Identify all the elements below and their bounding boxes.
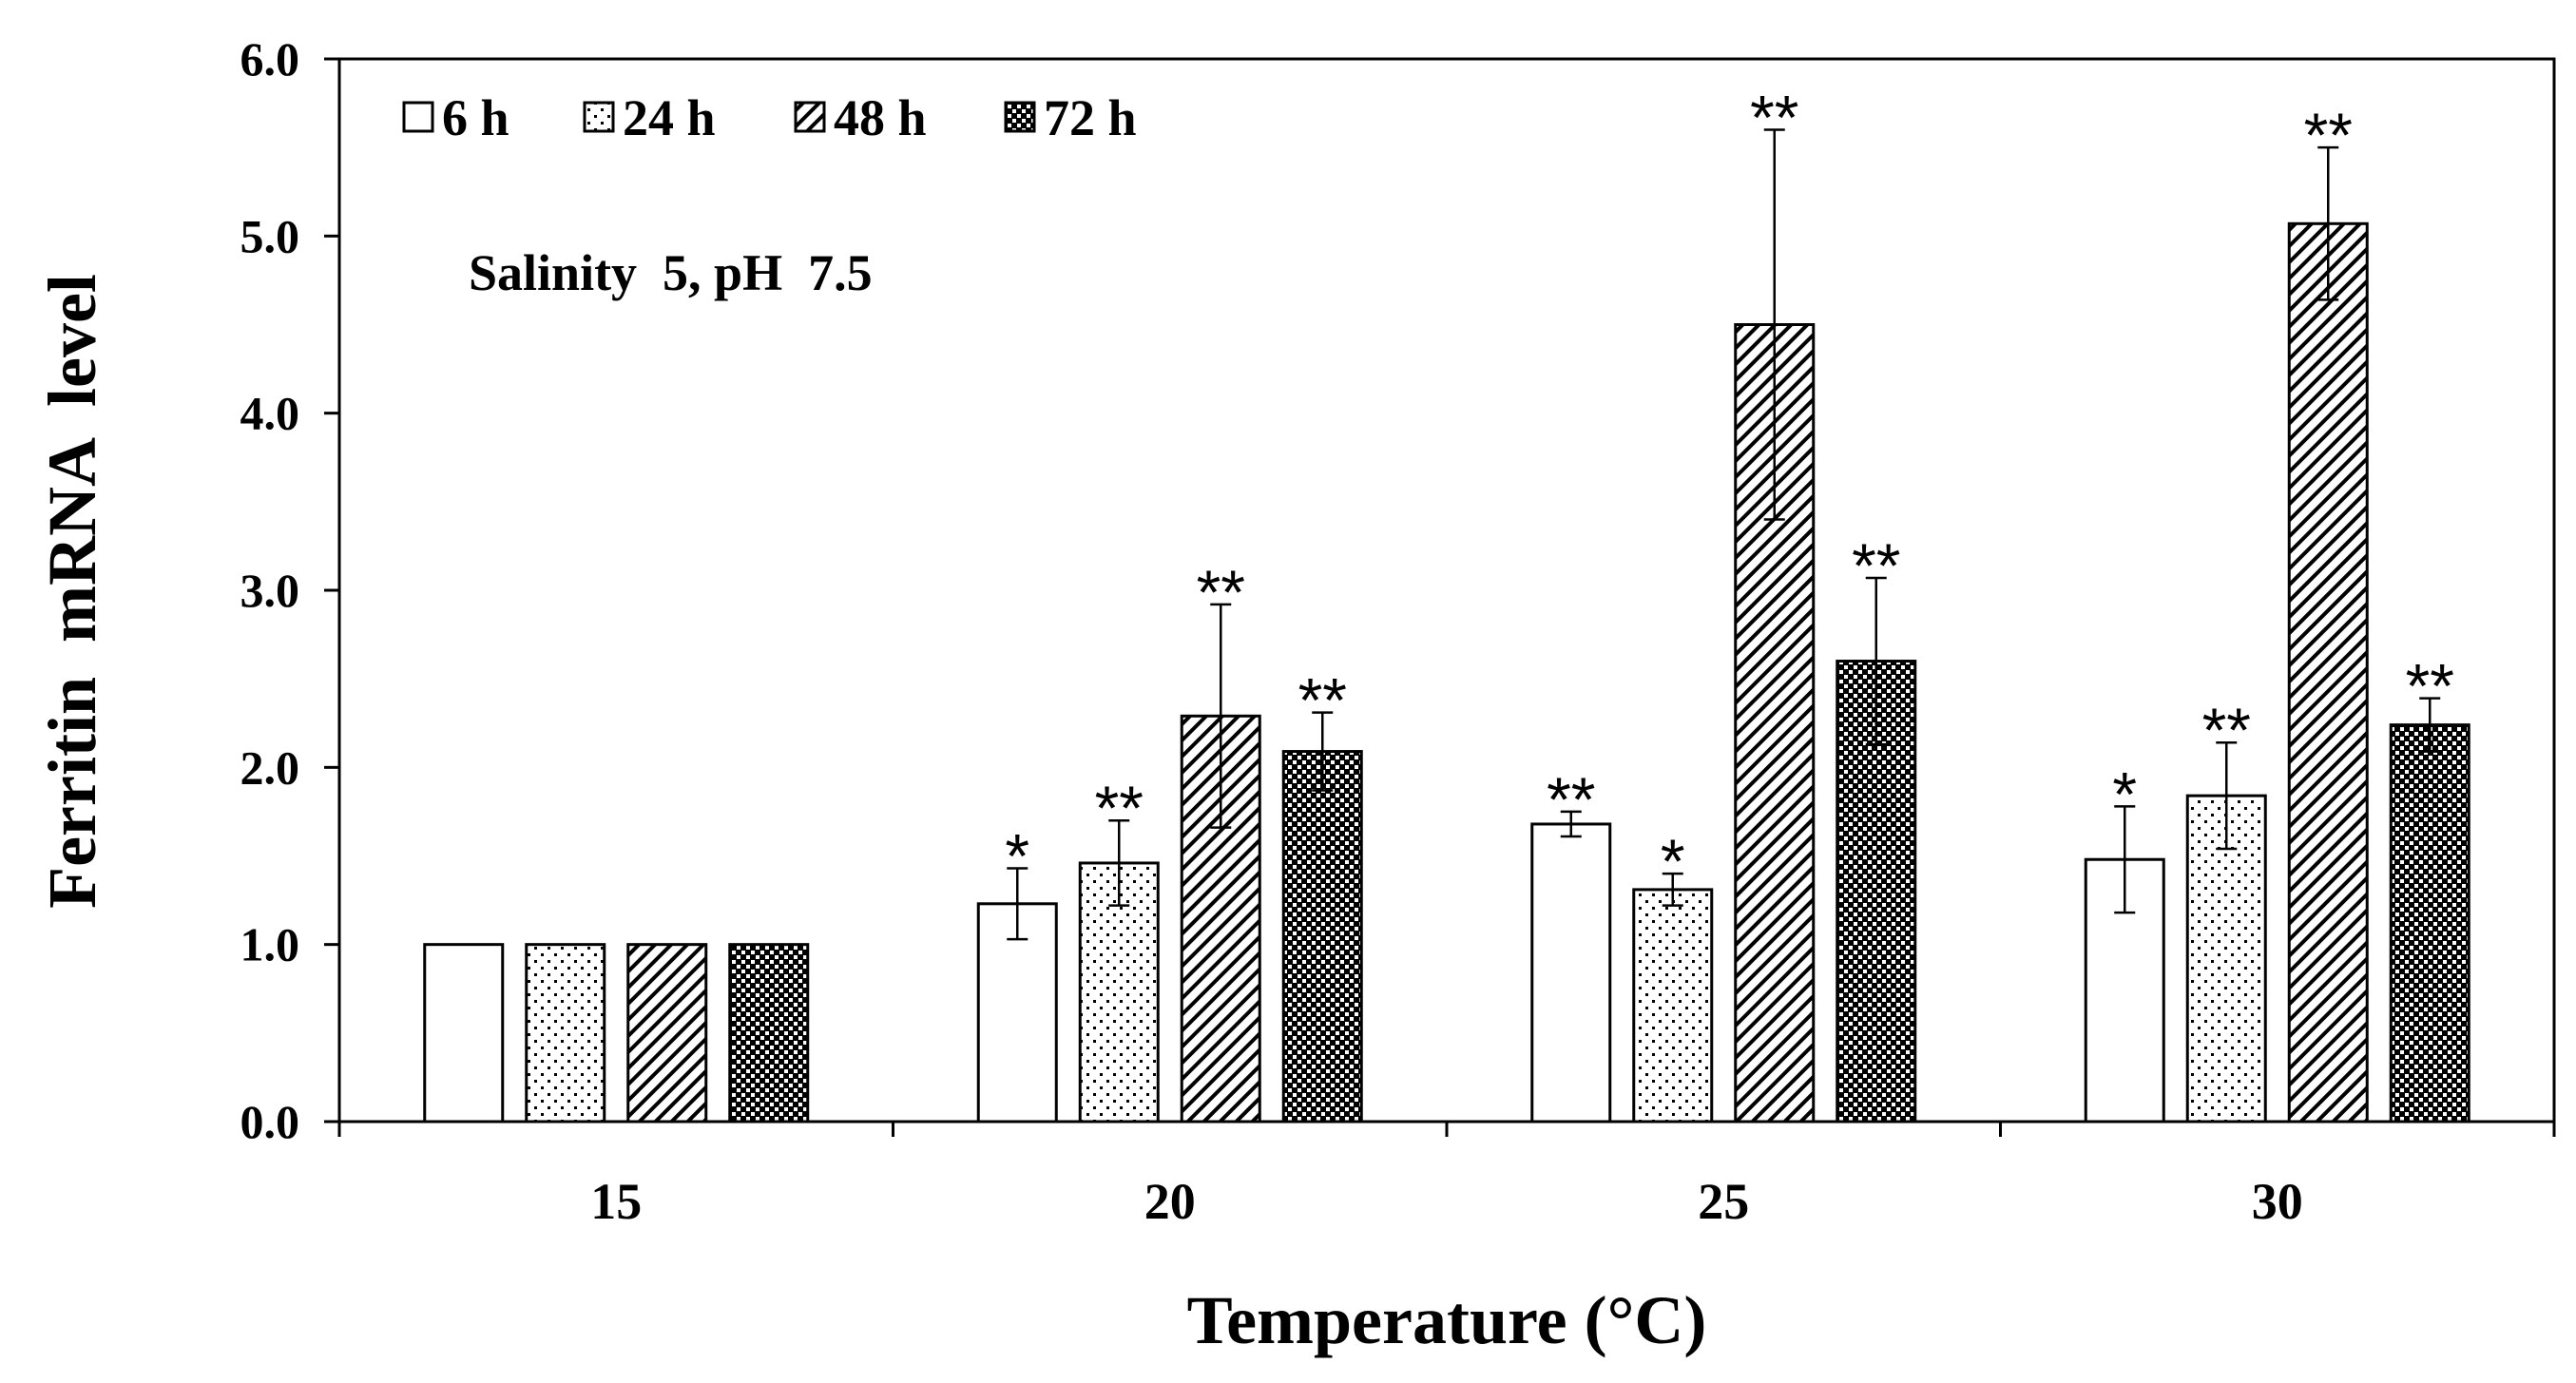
condition-annotation: Salinity 5, pH 7.5	[469, 244, 873, 301]
legend-label-6h: 6 h	[442, 89, 509, 146]
x-axis: 15 20 25 30	[337, 1122, 2556, 1230]
significance-marker: **	[2202, 695, 2251, 765]
legend: 6 h 24 h 48 h 72 h	[402, 89, 1137, 146]
legend-label-48h: 48 h	[834, 89, 927, 146]
bar-24h-15	[525, 943, 606, 1124]
bar-72h-20	[1281, 750, 1363, 1124]
legend-swatch-24h	[583, 101, 615, 133]
legend-label-72h: 72 h	[1044, 89, 1137, 146]
bar-48h-30	[2287, 221, 2369, 1124]
bar-6h-15	[423, 943, 505, 1124]
x-tick-label: 15	[590, 1173, 642, 1230]
x-tick-label: 20	[1144, 1173, 1196, 1230]
y-tick-label: 6.0	[240, 32, 300, 86]
legend-swatch-72h	[1004, 101, 1036, 133]
y-tick-label: 4.0	[240, 387, 300, 440]
significance-marker: **	[2304, 100, 2353, 170]
y-axis-title: Ferritin mRNA level	[34, 274, 110, 909]
significance-marker: *	[2112, 759, 2137, 829]
significance-marker: *	[1661, 826, 1685, 896]
x-axis-title: Temperature (°C)	[1187, 1282, 1707, 1358]
legend-label-24h: 24 h	[623, 89, 716, 146]
bar-72h-15	[728, 943, 810, 1124]
legend-swatch-48h	[794, 101, 826, 133]
y-tick-label: 1.0	[240, 918, 300, 971]
bar-48h-15	[626, 943, 708, 1124]
y-tick-label: 0.0	[240, 1095, 300, 1148]
x-tick-label: 30	[2252, 1173, 2303, 1230]
bars-layer: *********************	[423, 83, 2470, 1124]
significance-marker: **	[2406, 651, 2454, 721]
x-tick-label: 25	[1698, 1173, 1749, 1230]
significance-marker: **	[1298, 665, 1347, 736]
legend-swatch-6h	[402, 101, 434, 133]
significance-marker: **	[1197, 557, 1245, 627]
significance-marker: **	[1852, 530, 1900, 601]
bar-24h-25	[1632, 888, 1714, 1124]
y-tick-label: 3.0	[240, 564, 300, 617]
significance-marker: **	[1750, 83, 1798, 153]
significance-marker: *	[1005, 821, 1029, 892]
significance-marker: **	[1547, 764, 1595, 835]
y-tick-label: 5.0	[240, 209, 300, 262]
bar-72h-30	[2389, 723, 2470, 1124]
significance-marker: **	[1095, 773, 1144, 843]
y-axis: 0.0 1.0 2.0 3.0 4.0 5.0 6.0	[240, 32, 339, 1148]
bar-6h-25	[1530, 822, 1612, 1124]
y-tick-label: 2.0	[240, 740, 300, 794]
